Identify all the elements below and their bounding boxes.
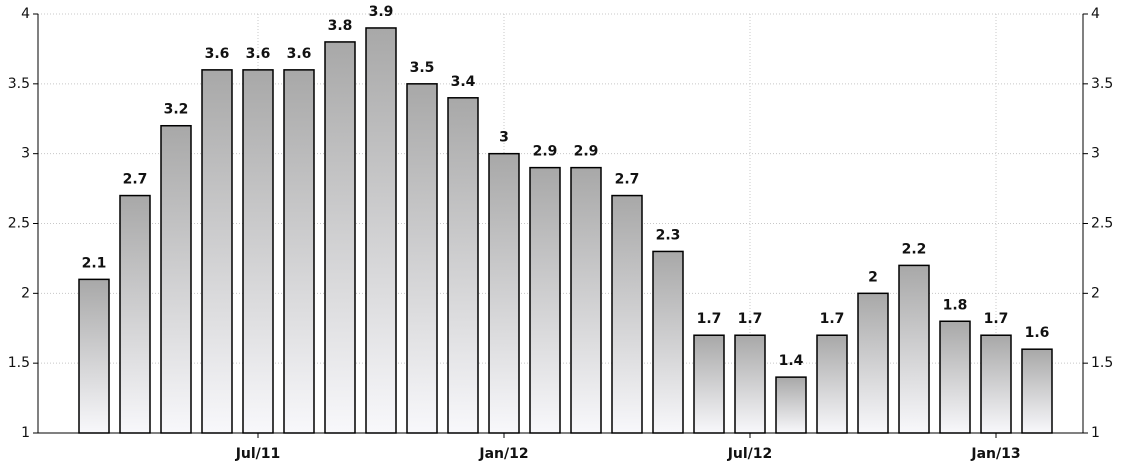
value-label: 3 [499, 130, 509, 146]
bar [611, 194, 643, 434]
value-label: 3.5 [410, 60, 435, 76]
bar [939, 320, 971, 434]
bar [365, 27, 397, 434]
bar [693, 334, 725, 434]
bar [488, 152, 520, 434]
y-tick-label: 2.5 [8, 216, 30, 232]
y-tick-label: 4 [21, 6, 30, 22]
bar [160, 124, 192, 434]
y-tick-label: 3 [21, 146, 30, 162]
value-label: 1.8 [943, 297, 968, 313]
bar [283, 69, 315, 434]
y2-tick-label: 1 [1091, 425, 1100, 441]
y-tick-label: 1.5 [8, 355, 30, 371]
bar [570, 166, 602, 434]
value-label: 2.7 [615, 172, 640, 188]
y-tick-label: 2 [21, 285, 30, 301]
value-label: 2.7 [123, 172, 148, 188]
bar [78, 278, 110, 434]
value-label: 3.6 [205, 46, 230, 62]
bar [242, 69, 274, 434]
value-label: 1.7 [984, 311, 1009, 327]
bar [652, 250, 684, 434]
value-label: 2.9 [533, 144, 558, 160]
bar [406, 83, 438, 434]
x-tick-label: Jul/11 [235, 446, 281, 462]
bar [775, 376, 807, 434]
bar [529, 166, 561, 434]
y2-tick-label: 3.5 [1091, 76, 1113, 92]
y-tick-label: 1 [21, 425, 30, 441]
value-label: 3.6 [246, 46, 271, 62]
value-label: 3.2 [164, 102, 189, 118]
y-tick-label: 3.5 [8, 76, 30, 92]
y2-tick-label: 3 [1091, 146, 1100, 162]
bar [1021, 348, 1053, 434]
bar [734, 334, 766, 434]
y2-tick-label: 1.5 [1091, 355, 1113, 371]
bar [119, 194, 151, 434]
value-label: 2.9 [574, 144, 599, 160]
bar [980, 334, 1012, 434]
x-tick-label: Jan/12 [478, 446, 528, 462]
bar [857, 292, 889, 434]
value-label: 1.7 [820, 311, 845, 327]
y2-tick-label: 2 [1091, 285, 1100, 301]
bar [816, 334, 848, 434]
value-label: 3.8 [328, 18, 353, 34]
value-label: 3.9 [369, 4, 394, 20]
bar [201, 69, 233, 434]
value-label: 2.3 [656, 227, 681, 243]
value-label: 2.1 [82, 255, 107, 271]
value-label: 2.2 [902, 241, 927, 257]
value-label: 1.6 [1025, 325, 1050, 341]
value-label: 3.4 [451, 74, 476, 90]
value-label: 3.6 [287, 46, 312, 62]
y2-tick-label: 2.5 [1091, 216, 1113, 232]
value-label: 1.7 [697, 311, 722, 327]
x-tick-label: Jul/12 [727, 446, 773, 462]
value-label: 1.7 [738, 311, 763, 327]
value-label: 2 [868, 269, 878, 285]
bar [898, 264, 930, 434]
bar [324, 41, 356, 434]
x-tick-label: Jan/13 [970, 446, 1020, 462]
bar [447, 97, 479, 434]
y2-tick-label: 4 [1091, 6, 1100, 22]
value-label: 1.4 [779, 353, 804, 369]
